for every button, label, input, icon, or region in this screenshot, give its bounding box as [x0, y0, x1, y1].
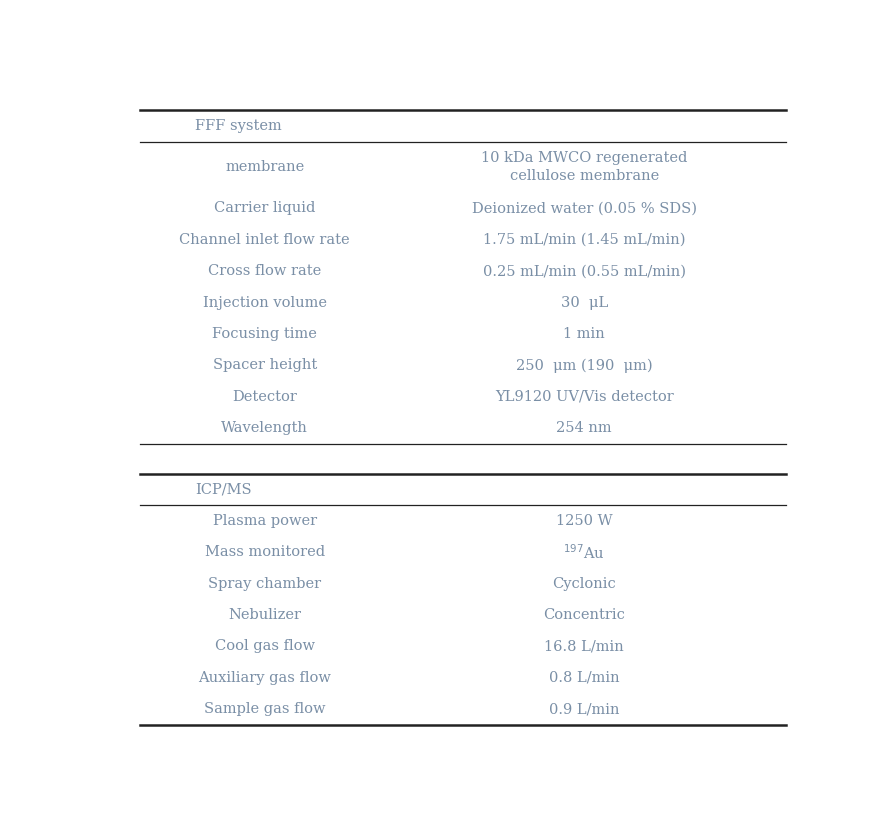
Text: Concentric: Concentric [543, 608, 625, 622]
Text: Wavelength: Wavelength [221, 421, 308, 435]
Text: Sample gas flow: Sample gas flow [204, 702, 325, 716]
Text: cellulose membrane: cellulose membrane [510, 170, 659, 184]
Text: Injection volume: Injection volume [202, 295, 327, 309]
Text: 30  μL: 30 μL [561, 295, 607, 309]
Text: Detector: Detector [232, 390, 297, 404]
Text: Cool gas flow: Cool gas flow [215, 639, 314, 653]
Text: Cyclonic: Cyclonic [552, 577, 616, 591]
Text: 1250 W: 1250 W [556, 514, 613, 528]
Text: 254 nm: 254 nm [556, 421, 612, 435]
Text: Carrier liquid: Carrier liquid [214, 202, 315, 216]
Text: membrane: membrane [225, 160, 305, 174]
Text: $^{197}$Au: $^{197}$Au [564, 543, 605, 561]
Text: Nebulizer: Nebulizer [228, 608, 301, 622]
Text: Mass monitored: Mass monitored [204, 546, 325, 560]
Text: YL9120 UV/Vis detector: YL9120 UV/Vis detector [495, 390, 674, 404]
Text: 1 min: 1 min [564, 327, 605, 341]
Text: Channel inlet flow rate: Channel inlet flow rate [179, 233, 350, 247]
Text: Spray chamber: Spray chamber [208, 577, 322, 591]
Text: 250  μm (190  μm): 250 μm (190 μm) [516, 358, 652, 373]
Text: ICP/MS: ICP/MS [195, 482, 252, 496]
Text: Plasma power: Plasma power [212, 514, 317, 528]
Text: Spacer height: Spacer height [212, 358, 317, 372]
Text: Auxiliary gas flow: Auxiliary gas flow [198, 671, 332, 685]
Text: 1.75 mL/min (1.45 mL/min): 1.75 mL/min (1.45 mL/min) [483, 233, 685, 247]
Text: 0.25 mL/min (0.55 mL/min): 0.25 mL/min (0.55 mL/min) [483, 264, 685, 278]
Text: FFF system: FFF system [195, 119, 282, 133]
Text: 0.9 L/min: 0.9 L/min [549, 702, 619, 716]
Text: 10 kDa MWCO regenerated: 10 kDa MWCO regenerated [481, 151, 687, 165]
Text: Cross flow rate: Cross flow rate [208, 264, 322, 278]
Text: 0.8 L/min: 0.8 L/min [549, 671, 619, 685]
Text: Focusing time: Focusing time [212, 327, 317, 341]
Text: Deionized water (0.05 % SDS): Deionized water (0.05 % SDS) [471, 202, 697, 216]
Text: 16.8 L/min: 16.8 L/min [544, 639, 625, 653]
